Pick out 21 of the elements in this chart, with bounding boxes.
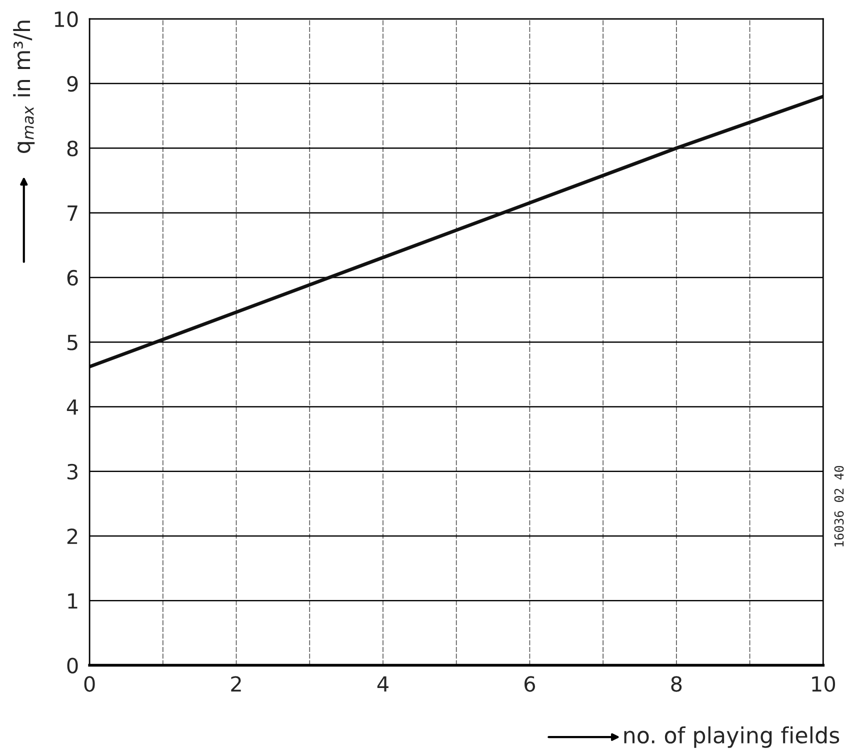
y-tick-label: 7: [68, 206, 78, 221]
x-tick-label: 2: [231, 676, 241, 692]
line-series: [90, 94, 824, 368]
y-tick-label: 6: [67, 270, 78, 286]
x-tick-label: 0: [84, 676, 95, 692]
y-tick-label: 1: [68, 593, 78, 609]
y-tick-label: 9: [67, 76, 78, 92]
y-tick-label: 4: [66, 399, 78, 415]
x-tick-label: 10: [812, 676, 836, 692]
x-tick-label: 6: [524, 676, 536, 692]
x-axis-title: no. of playing fields: [624, 726, 840, 748]
y-tick-label: 8: [67, 140, 78, 156]
y-tick-label: 2: [67, 528, 78, 544]
y-tick-label: 10: [54, 11, 78, 28]
y-tick-label: 5: [68, 334, 78, 350]
x-tick-label: 4: [377, 676, 388, 692]
text: 16036 02 40: [834, 466, 844, 546]
y-tick-label: 0: [67, 658, 78, 674]
y-axis-title: q$_{max}$ in m³/h: [13, 20, 35, 154]
x-tick-label: 8: [671, 676, 682, 692]
y-tick-label: 3: [67, 464, 78, 480]
